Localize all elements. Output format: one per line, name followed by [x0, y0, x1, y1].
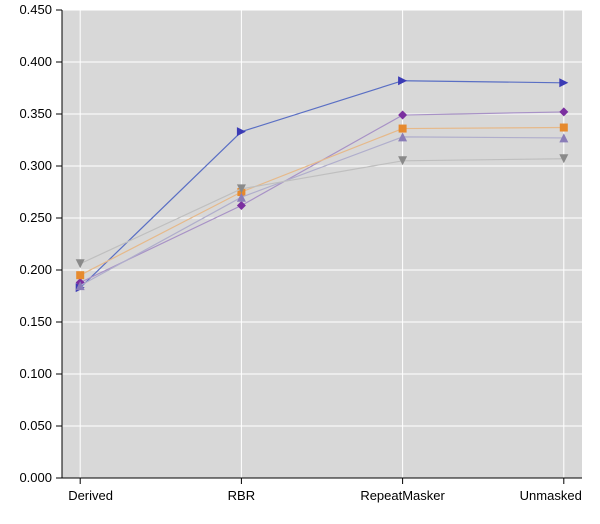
y-tick-label: 0.000: [19, 470, 52, 485]
y-tick-label: 0.200: [19, 262, 52, 277]
x-tick-label: RBR: [228, 488, 255, 503]
line-chart: 0.000 0.050 0.100 0.150 0.200 0.250 0.300 0.350…: [0, 0, 600, 524]
x-tick-label: Derived: [68, 488, 113, 503]
y-tick-label: 0.450: [19, 2, 52, 17]
y-tick-label: 0.100: [19, 366, 52, 381]
x-tick-label: Unmasked: [520, 488, 582, 503]
y-tick-label: 0.250: [19, 210, 52, 225]
y-tick-label: 0.150: [19, 314, 52, 329]
y-tick-label: 0.300: [19, 158, 52, 173]
y-tick-label: 0.350: [19, 106, 52, 121]
y-tick-label: 0.400: [19, 54, 52, 69]
y-tick-label: 0.050: [19, 418, 52, 433]
x-tick-label: RepeatMasker: [360, 488, 445, 503]
